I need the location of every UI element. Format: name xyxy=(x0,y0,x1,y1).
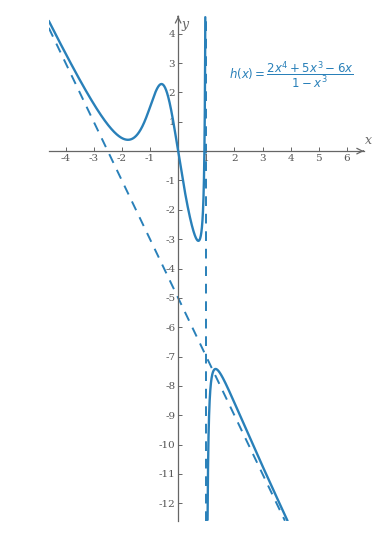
Text: $h(x) = \dfrac{2x^4 + 5x^3 - 6x}{1 - x^3}$: $h(x) = \dfrac{2x^4 + 5x^3 - 6x}{1 - x^3… xyxy=(229,59,353,91)
Text: y: y xyxy=(182,18,189,31)
Text: x: x xyxy=(365,134,372,147)
